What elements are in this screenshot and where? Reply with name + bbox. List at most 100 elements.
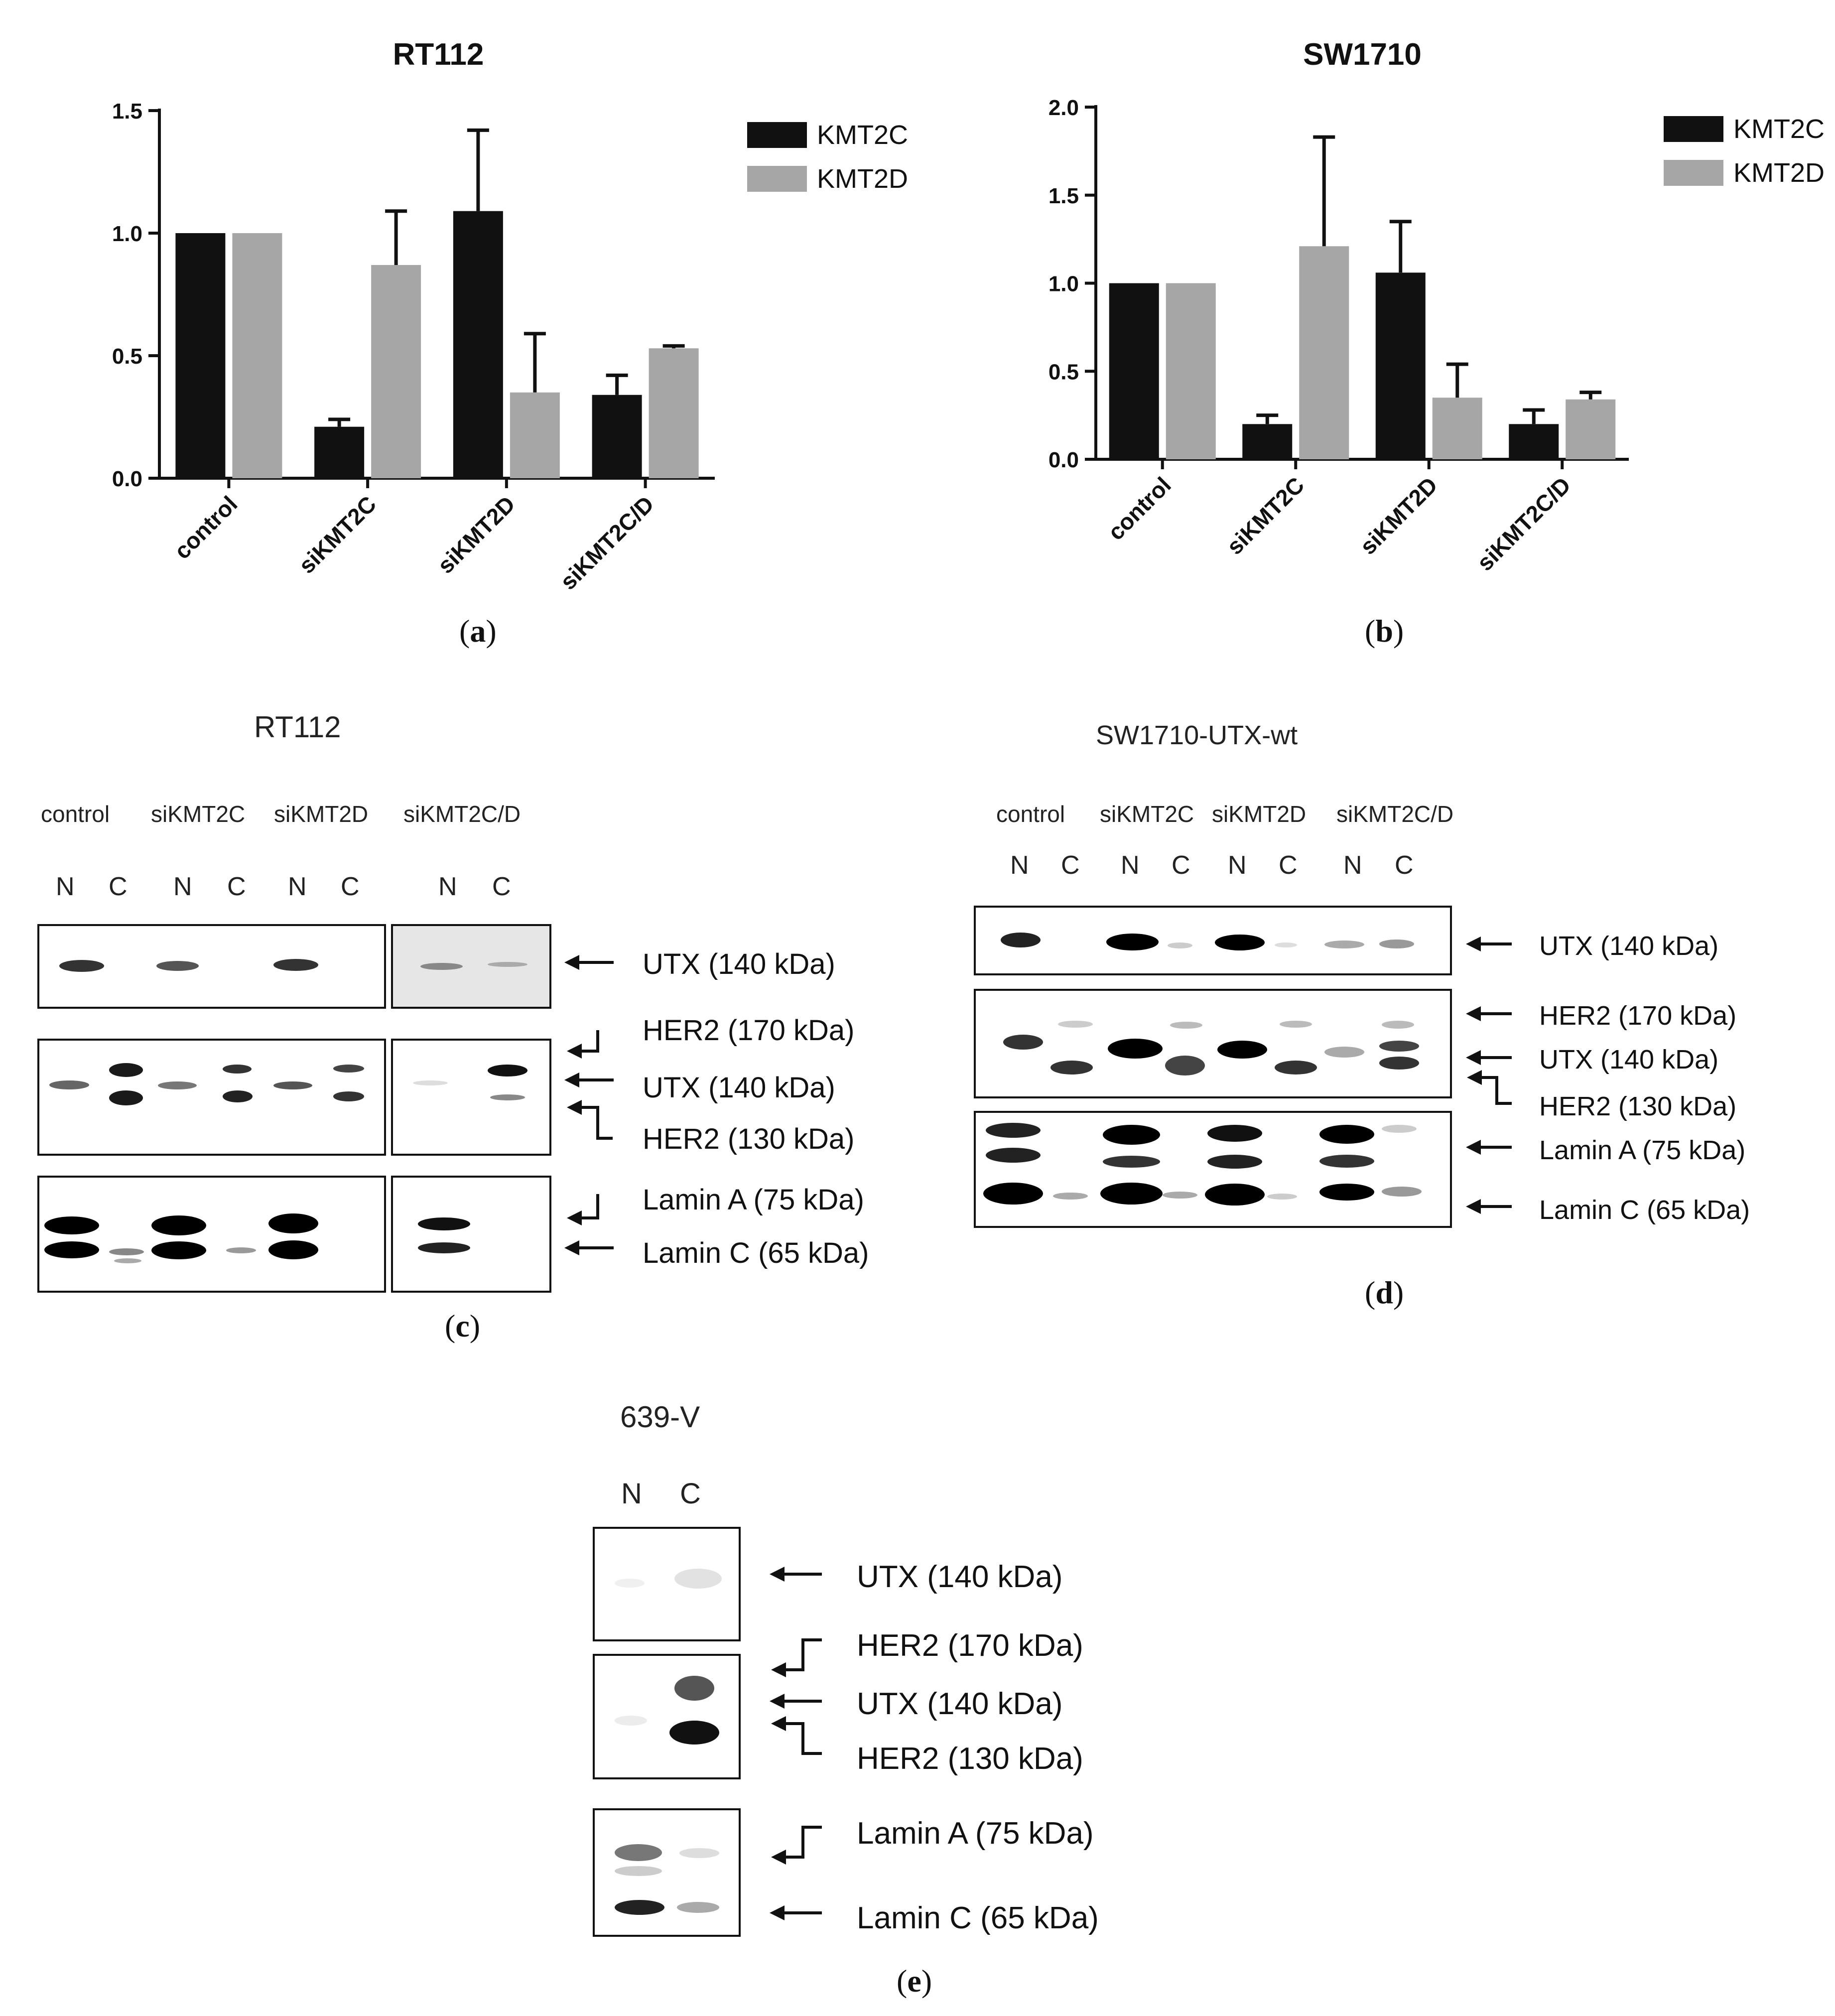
y-tick-label: 0.5 [1049,360,1079,384]
blot-d-band-3: HER2 (130 kDa) [1539,1091,1737,1121]
blot-d-lane-1: C [1061,851,1080,880]
y-tick-label: 0.0 [1049,448,1079,472]
band [223,1090,253,1102]
band [1050,1061,1093,1075]
bar [592,395,642,478]
legend-swatch [747,122,807,148]
blot-c-lane-5: C [341,872,360,901]
band [677,1902,719,1913]
blot-e-lane-1: C [680,1478,701,1510]
band [983,1183,1043,1205]
band [151,1241,206,1259]
blot-d-her2 [974,989,1452,1098]
blot-d-lane-7: C [1395,851,1414,880]
band [1100,1183,1163,1205]
band [615,1579,645,1588]
band [1108,1039,1163,1059]
blot-c-band-5: Lamin C (65 kDa) [643,1237,869,1269]
blot-e-lane-0: N [621,1478,642,1510]
blot-c-lane-2: N [173,872,192,901]
arrow [567,1100,613,1140]
band [418,1242,470,1253]
bar [1566,399,1616,459]
bar [314,426,365,478]
band [273,959,318,971]
blot-d-group-3: siKMT2C/D [1336,801,1454,827]
band [1382,1125,1417,1133]
band [333,1091,364,1101]
blot-c-utx-left [37,924,386,1009]
bar [1166,283,1216,459]
blot-c-lane-0: N [56,872,75,901]
blot-c-her2-left [37,1039,386,1156]
band [1168,942,1192,948]
arrow [771,1716,822,1755]
blot-e-utx [593,1527,741,1641]
panel-letter-e: (e) [897,1963,932,1999]
blot-d-lamin [974,1111,1452,1228]
blot-c-band-4: Lamin A (75 kDa) [643,1184,864,1216]
blot-e-band-3: HER2 (130 kDa) [857,1742,1083,1776]
band [226,1247,256,1253]
band [1319,1125,1374,1144]
band [1382,1187,1422,1197]
blot-c-band-2: UTX (140 kDa) [643,1072,835,1104]
blot-c-group-2: siKMT2D [274,801,369,827]
blot-c-band-3: HER2 (130 kDa) [643,1123,855,1155]
y-tick-label: 0.5 [112,344,142,369]
band [1170,1022,1202,1029]
blot-d-band-1: HER2 (170 kDa) [1539,1001,1737,1031]
band [49,1080,89,1089]
band [488,1065,527,1076]
bar [453,211,503,479]
band [273,1081,312,1089]
band [1003,1035,1043,1050]
panel-letter-b-text: b [1375,613,1393,649]
bar [1375,272,1426,459]
band [1324,941,1364,948]
band [420,963,463,970]
band [986,1123,1041,1138]
band [109,1090,143,1105]
blot-e-lamin [593,1808,741,1937]
band [109,1063,143,1077]
blot-d-band-4: Lamin A (75 kDa) [1539,1135,1746,1165]
band [1215,935,1265,950]
blot-d-utx [974,906,1452,975]
blot-c-lane-1: C [109,872,128,901]
band [1217,1041,1267,1059]
panel-letter-b: (b) [1365,613,1404,649]
legend-label: KMT2C [1733,114,1825,144]
blot-c-band-1: HER2 (170 kDa) [643,1014,855,1047]
band [1106,934,1159,950]
band [156,961,199,971]
y-tick-label: 1.0 [112,222,142,246]
band [1163,1192,1197,1199]
blot-c-lane-4: N [288,872,307,901]
band [1103,1156,1160,1168]
band [109,1248,144,1255]
blot-d-lane-6: N [1343,851,1362,880]
blot-c-lamin-left [37,1176,386,1293]
band [333,1065,364,1073]
band [44,1241,99,1258]
band [1103,1125,1160,1145]
band [615,1900,664,1915]
band [1053,1193,1088,1200]
blot-c-band-0: UTX (140 kDa) [643,948,835,980]
band [223,1065,252,1074]
blot-e-band-5: Lamin C (65 kDa) [857,1901,1099,1935]
blot-c-lane-6: N [438,872,457,901]
blot-c-her2-right [391,1039,551,1156]
band [59,960,104,972]
blot-d-band-0: UTX (140 kDa) [1539,931,1719,961]
bar [175,233,226,478]
blot-c-group-1: siKMT2C [151,801,246,827]
legend-label: KMT2D [817,164,908,194]
band [1319,1155,1374,1168]
legend-label: KMT2C [817,120,908,150]
blot-e-title: 639-V [620,1400,700,1434]
bar [1242,424,1293,459]
band [151,1215,206,1235]
